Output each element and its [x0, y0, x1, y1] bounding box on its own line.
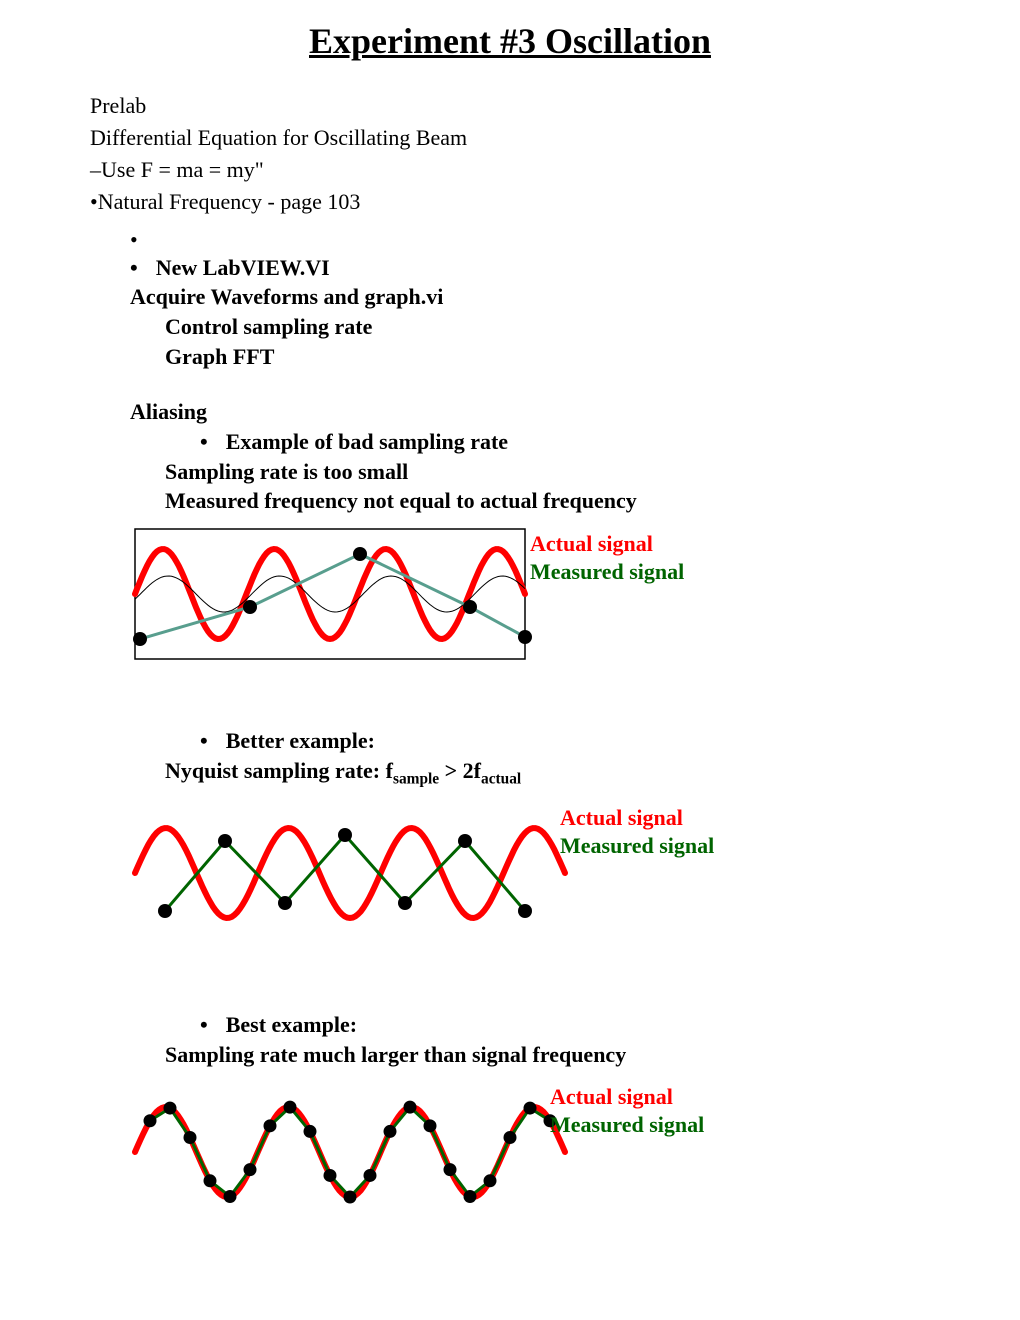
legend-measured: Measured signal: [560, 832, 714, 860]
nyq-sub2: actual: [481, 770, 521, 787]
legend-actual: Actual signal: [530, 530, 684, 558]
aliasing-l3: Measured frequency not equal to actual f…: [165, 486, 930, 516]
nyquist-line: Nyquist sampling rate: fsample > 2factua…: [165, 756, 930, 790]
labview-l4: Graph FFT: [165, 342, 930, 372]
aliasing-bullet: Example of bad sampling rate: [200, 427, 930, 457]
intro-line-4: •Natural Frequency - page 103: [90, 188, 930, 216]
chart1-svg: [130, 524, 540, 664]
chart2-legend: Actual signal Measured signal: [560, 804, 714, 859]
intro-line-2: Differential Equation for Oscillating Be…: [90, 124, 930, 152]
legend-actual: Actual signal: [560, 804, 714, 832]
labview-bullet: New LabVIEW.VI: [130, 253, 930, 283]
nyq-sub1: sample: [393, 770, 439, 787]
labview-b1-text: New LabVIEW.VI: [156, 255, 330, 280]
chart3-legend: Actual signal Measured signal: [550, 1083, 704, 1138]
empty-bullet: •: [130, 227, 930, 253]
better-bullet-text: Better example:: [226, 728, 375, 753]
intro-line-1: Prelab: [90, 92, 930, 120]
intro-line-3: –Use F = ma = my": [90, 156, 930, 184]
best-bullet: Best example:: [200, 1010, 930, 1040]
nyq-mid: > 2f: [439, 758, 481, 783]
chart1-legend: Actual signal Measured signal: [530, 530, 684, 585]
best-l2: Sampling rate much larger than signal fr…: [165, 1040, 930, 1070]
labview-l2: Acquire Waveforms and graph.vi: [130, 282, 930, 312]
aliasing-better-chart: Actual signal Measured signal: [130, 798, 930, 948]
aliasing-bullet-text: Example of bad sampling rate: [226, 429, 508, 454]
legend-measured: Measured signal: [550, 1111, 704, 1139]
chart2-svg: [130, 798, 580, 948]
aliasing-bad-chart: Actual signal Measured signal: [130, 524, 930, 664]
aliasing-heading: Aliasing: [130, 397, 930, 427]
legend-measured: Measured signal: [530, 558, 684, 586]
better-bullet: Better example:: [200, 726, 930, 756]
aliasing-l2: Sampling rate is too small: [165, 457, 930, 487]
chart3-svg: [130, 1077, 580, 1227]
aliasing-best-chart: Actual signal Measured signal: [130, 1077, 930, 1227]
labview-l3: Control sampling rate: [165, 312, 930, 342]
page-title: Experiment #3 Oscillation: [90, 20, 930, 62]
legend-actual: Actual signal: [550, 1083, 704, 1111]
nyq-pre: Nyquist sampling rate: f: [165, 758, 393, 783]
best-bullet-text: Best example:: [226, 1012, 357, 1037]
